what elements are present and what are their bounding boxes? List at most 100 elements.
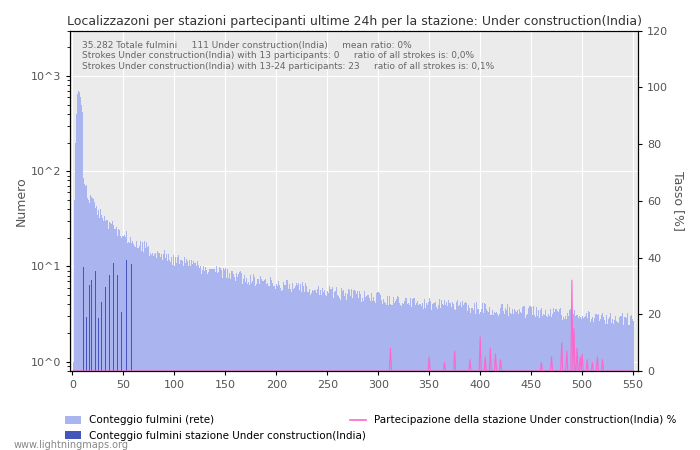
- Bar: [211, 269, 213, 450]
- Bar: [121, 238, 122, 450]
- Bar: [440, 308, 441, 450]
- Partecipazione della stazione Under construction(India) %: [284, 368, 293, 373]
- Bar: [381, 300, 382, 450]
- Bar: [243, 279, 244, 450]
- Bar: [595, 314, 596, 450]
- Bar: [309, 288, 310, 450]
- Bar: [354, 290, 356, 450]
- Bar: [506, 310, 507, 450]
- Bar: [341, 288, 342, 450]
- Bar: [92, 198, 93, 450]
- Bar: [248, 282, 249, 450]
- Bar: [389, 296, 390, 450]
- Bar: [126, 231, 127, 450]
- Bar: [344, 297, 345, 450]
- Bar: [509, 307, 510, 450]
- Bar: [180, 260, 181, 450]
- Bar: [94, 202, 95, 450]
- Bar: [599, 321, 600, 450]
- Bar: [90, 195, 91, 450]
- Bar: [543, 315, 544, 450]
- Bar: [390, 304, 391, 450]
- Bar: [442, 304, 443, 450]
- Bar: [383, 299, 384, 450]
- Bar: [258, 279, 260, 450]
- Bar: [456, 302, 457, 450]
- Bar: [328, 293, 329, 450]
- Partecipazione della stazione Under construction(India) %: [629, 368, 637, 373]
- Bar: [608, 319, 609, 450]
- Bar: [397, 296, 398, 450]
- Bar: [536, 307, 537, 450]
- Bar: [97, 216, 98, 450]
- Bar: [555, 310, 556, 450]
- Title: Localizzazoni per stazioni partecipanti ultime 24h per la stazione: Under constr: Localizzazoni per stazioni partecipanti …: [66, 15, 642, 28]
- Bar: [361, 302, 363, 450]
- Bar: [620, 316, 622, 450]
- Bar: [288, 289, 289, 450]
- Bar: [177, 257, 178, 450]
- Bar: [596, 315, 597, 450]
- Bar: [215, 272, 216, 450]
- Bar: [141, 251, 142, 450]
- Bar: [590, 322, 591, 450]
- Bar: [135, 248, 136, 450]
- Bar: [586, 313, 587, 450]
- Bar: [406, 298, 407, 450]
- Bar: [452, 302, 453, 450]
- Bar: [587, 318, 588, 450]
- Bar: [399, 303, 400, 450]
- Bar: [337, 295, 338, 450]
- Bar: [348, 288, 349, 450]
- Bar: [560, 308, 561, 450]
- Bar: [137, 248, 138, 450]
- Bar: [204, 271, 205, 450]
- Bar: [457, 301, 458, 450]
- Bar: [473, 303, 475, 450]
- Bar: [410, 298, 412, 450]
- Bar: [145, 248, 146, 450]
- Bar: [280, 288, 281, 450]
- Bar: [417, 301, 419, 450]
- Bar: [127, 243, 128, 450]
- Bar: [223, 268, 224, 450]
- Bar: [199, 268, 200, 450]
- Bar: [439, 299, 440, 450]
- Bar: [360, 294, 361, 450]
- Bar: [314, 290, 316, 450]
- Bar: [142, 242, 144, 450]
- Bar: [557, 311, 558, 450]
- Bar: [150, 252, 151, 450]
- Bar: [106, 220, 108, 450]
- Bar: [580, 319, 582, 450]
- Bar: [562, 320, 564, 450]
- Bar: [479, 314, 480, 450]
- Bar: [603, 316, 604, 450]
- Bar: [451, 307, 452, 450]
- Bar: [296, 283, 297, 450]
- Bar: [340, 300, 341, 450]
- Bar: [291, 292, 292, 450]
- Bar: [218, 267, 220, 450]
- Bar: [601, 315, 602, 450]
- Bar: [511, 314, 512, 450]
- Bar: [549, 316, 550, 450]
- Bar: [272, 283, 273, 450]
- Bar: [544, 315, 545, 450]
- Bar: [125, 237, 126, 450]
- Bar: [329, 286, 330, 450]
- Bar: [600, 319, 601, 450]
- Bar: [214, 269, 215, 450]
- Bar: [242, 284, 243, 450]
- Bar: [326, 296, 327, 450]
- Bar: [493, 315, 494, 450]
- Bar: [144, 242, 145, 450]
- Bar: [482, 303, 483, 450]
- Bar: [591, 320, 592, 450]
- Bar: [428, 298, 430, 450]
- Bar: [351, 289, 352, 450]
- Bar: [332, 297, 334, 450]
- Bar: [222, 278, 223, 450]
- Bar: [207, 274, 209, 450]
- Bar: [568, 316, 569, 450]
